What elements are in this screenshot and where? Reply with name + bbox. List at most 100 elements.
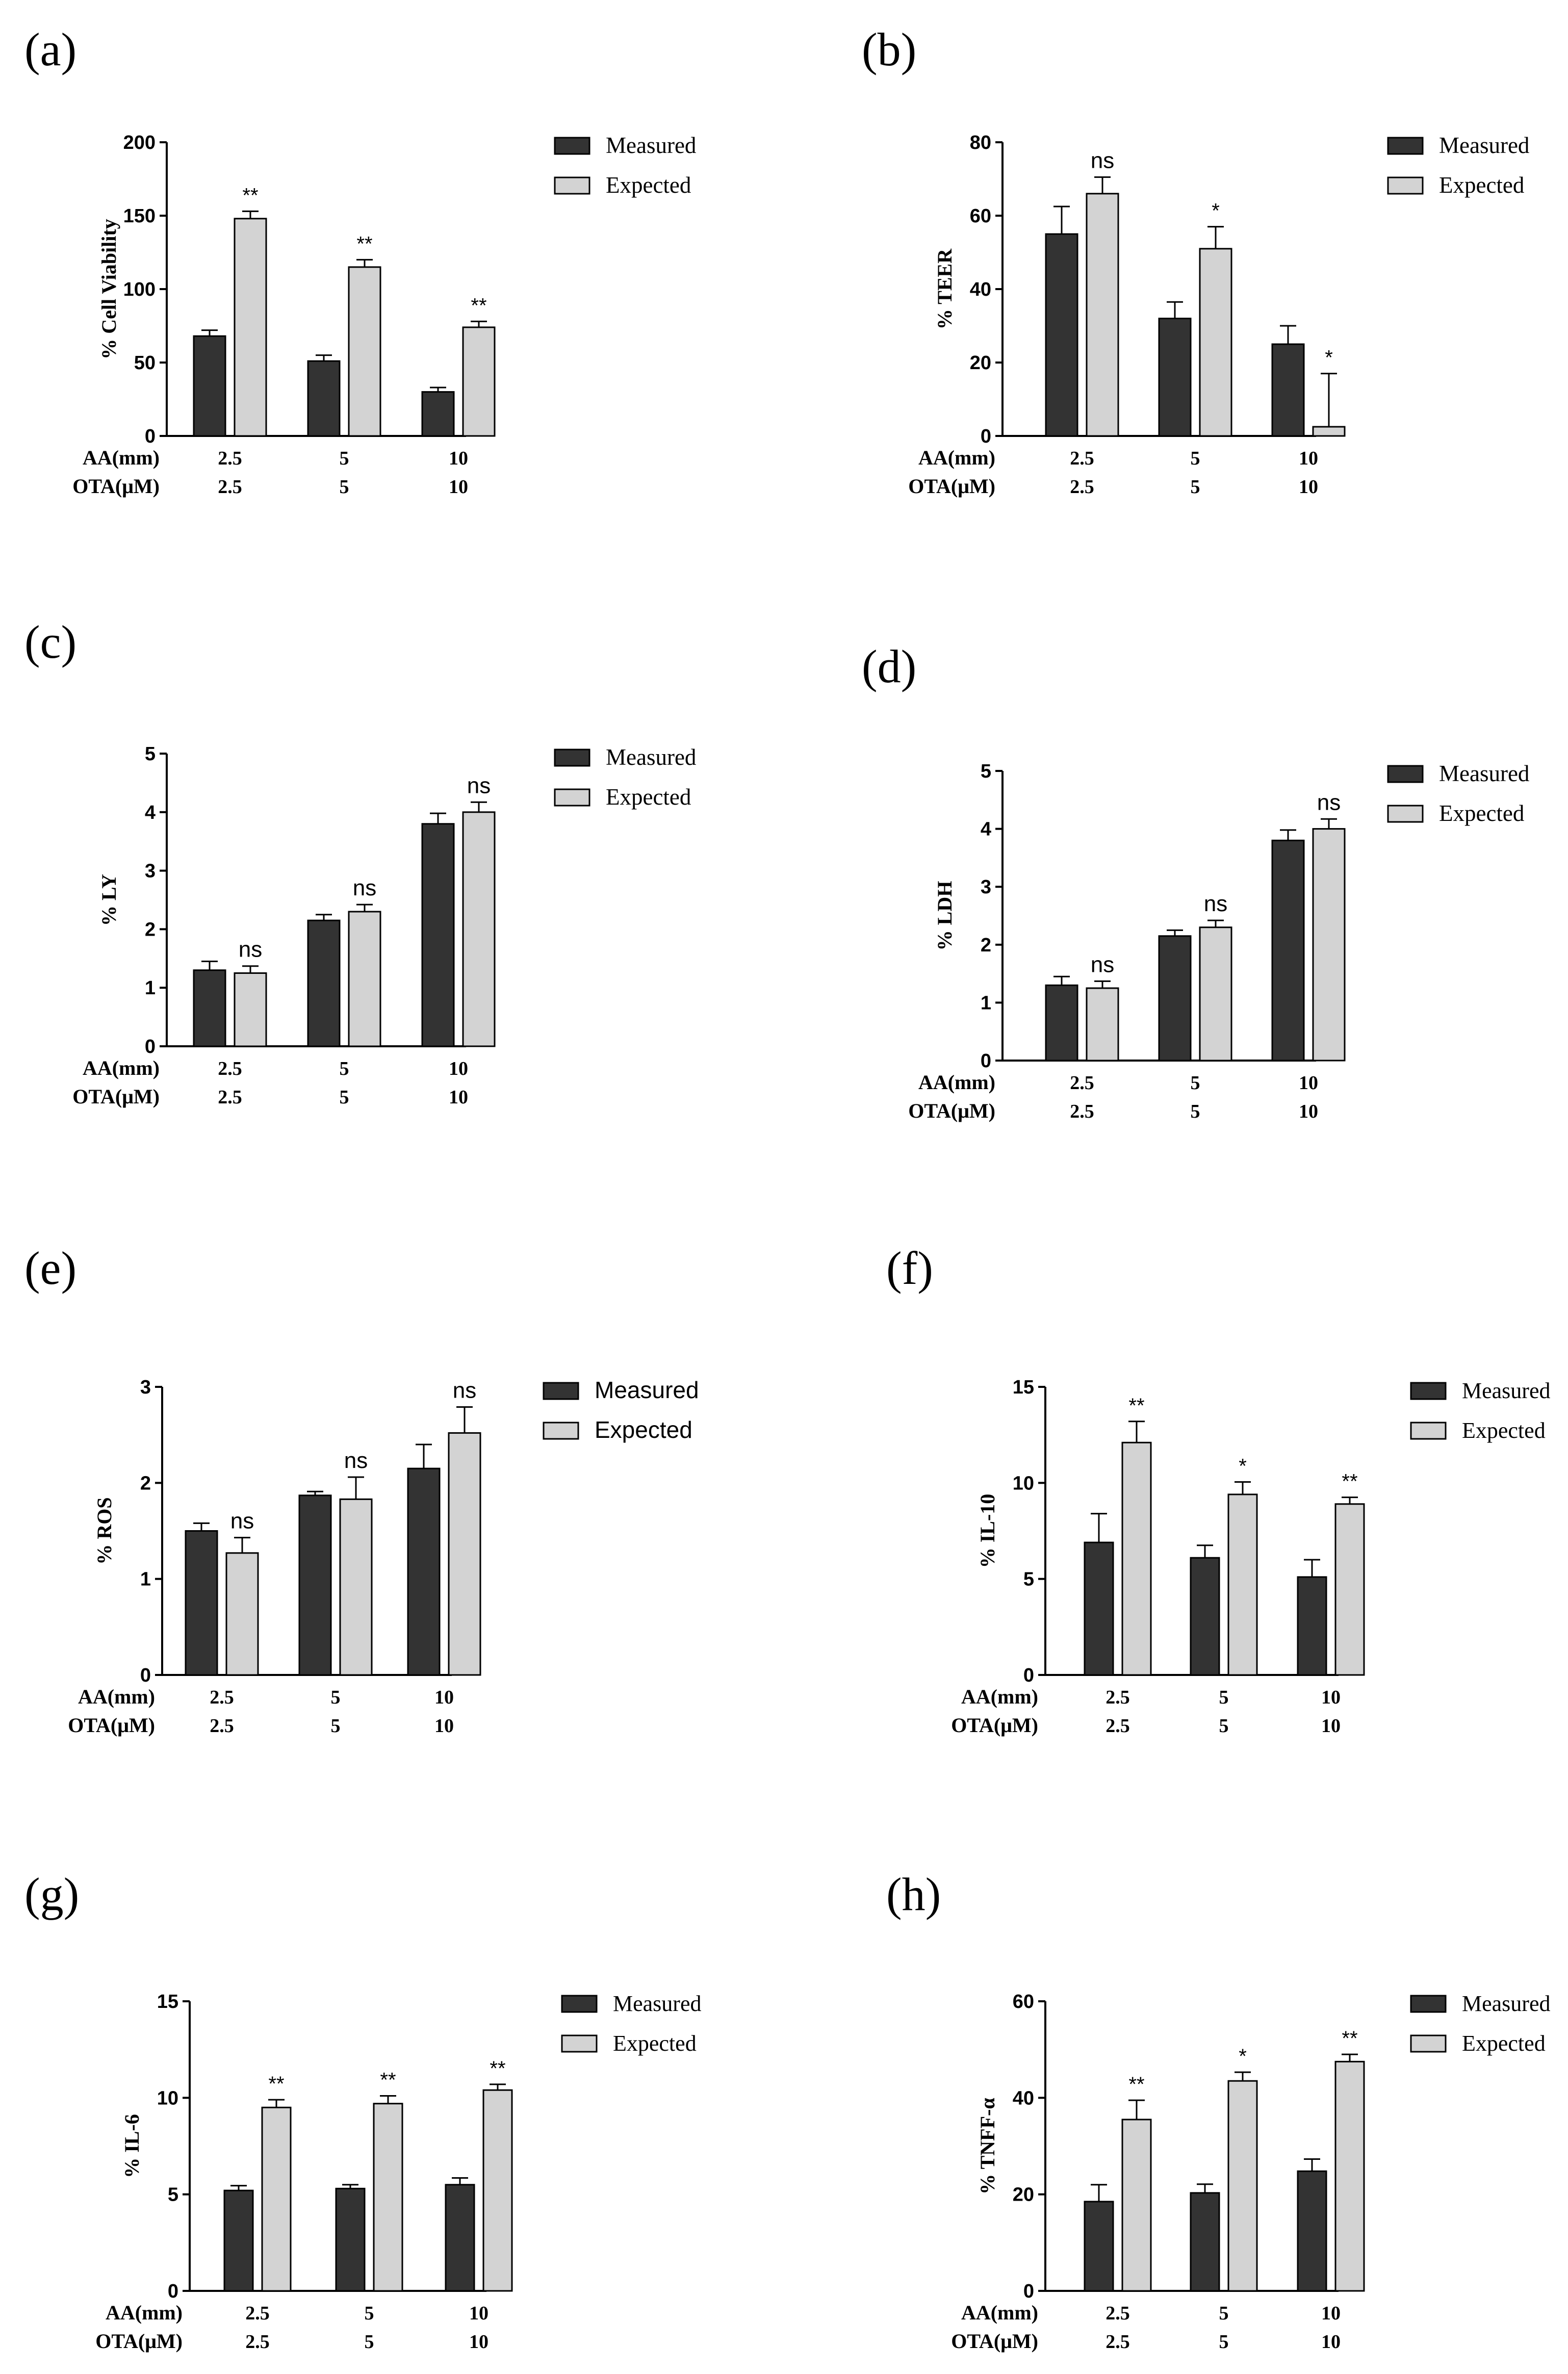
significance-label: ns: [1091, 148, 1114, 173]
x-tick-label: 10: [449, 1087, 468, 1108]
x-tick-label: 5: [340, 476, 349, 498]
x-row-label: AA(mm): [106, 2301, 183, 2324]
expected-legend-swatch: [554, 176, 590, 195]
expected-bar: [261, 2106, 292, 2292]
measured-bar: [1158, 935, 1192, 1062]
x-tick-label: 10: [469, 2331, 489, 2353]
measured-bar: [1190, 2192, 1220, 2292]
measured-bar: [298, 1494, 332, 1676]
measured-bar: [421, 823, 455, 1047]
significance-label: ns: [1317, 790, 1341, 815]
significance-label: ns: [1091, 952, 1114, 977]
expected-legend-swatch: [1387, 176, 1424, 195]
expected-bar: [1227, 1493, 1258, 1676]
x-tick-label: 2.5: [210, 1715, 234, 1737]
significance-label: **: [1128, 1395, 1144, 1417]
expected-legend-swatch: [561, 2034, 598, 2053]
x-tick-label: 5: [365, 2331, 374, 2353]
expected-bar: [1086, 987, 1119, 1062]
panel-label: (b): [862, 23, 916, 75]
x-tick-label: 10: [1321, 2303, 1341, 2324]
measured-legend-label: Measured: [595, 1377, 699, 1403]
x-tick-label: 10: [434, 1687, 454, 1708]
panel-label: (h): [886, 1868, 941, 1920]
x-tick-label: 10: [1299, 1101, 1318, 1122]
x-tick-label: 10: [449, 476, 468, 498]
significance-label: ns: [353, 875, 376, 900]
panel-g: (g) 0 5 10 15 % IL-6 ** ** ** AA(mm) 2.5 5 10 OTA(μM)…: [24, 1868, 702, 2353]
panel-label: (e): [24, 1242, 76, 1294]
expected-legend-label: Expected: [595, 1416, 692, 1443]
significance-label: *: [1212, 200, 1220, 222]
expected-bar: [234, 972, 267, 1047]
y-tick-label: 0: [981, 426, 991, 447]
significance-label: ns: [344, 1448, 368, 1473]
expected-bar: [462, 326, 496, 437]
significance-label: ns: [239, 937, 262, 962]
x-tick-label: 5: [1219, 1715, 1229, 1737]
x-tick-label: 5: [1219, 1687, 1229, 1708]
significance-label: **: [1342, 1470, 1357, 1493]
expected-bar: [1334, 2060, 1365, 2292]
panel-e: (e) 0 1 2 3 % ROS ns ns ns AA(mm) 2.5 5 10 OTA(μM) 2.5…: [24, 1242, 699, 1737]
x-tick-label: 2.5: [1106, 1715, 1130, 1737]
measured-legend-swatch: [1410, 1382, 1447, 1400]
measured-bar: [223, 2189, 254, 2292]
y-tick-label: 15: [157, 1991, 178, 2012]
measured-bar: [1297, 1576, 1327, 1676]
y-tick-label: 40: [1013, 2087, 1034, 2109]
y-axis-label: % TNFF-α: [976, 2098, 999, 2194]
measured-bar: [335, 2187, 366, 2292]
y-tick-label: 1: [981, 992, 991, 1014]
expected-bar: [1199, 248, 1232, 437]
y-tick-label: 60: [970, 205, 991, 227]
expected-legend-swatch: [1410, 1422, 1447, 1440]
y-axis-label: % TEER: [933, 248, 956, 329]
expected-bar: [462, 811, 496, 1047]
x-tick-label: 5: [331, 1687, 341, 1708]
measured-bar: [1045, 233, 1078, 437]
x-row-label: AA(mm): [918, 1071, 995, 1094]
panel-a: (a) 0 50 100 150 200 % Cell Viability ** ** ** AA(…: [24, 23, 696, 498]
x-tick-label: 2.5: [245, 2331, 270, 2353]
x-tick-label: 5: [1191, 476, 1200, 498]
measured-legend-swatch: [543, 1382, 579, 1400]
y-tick-label: 20: [1013, 2184, 1034, 2206]
x-tick-label: 2.5: [1070, 1072, 1094, 1094]
measured-legend-swatch: [1387, 137, 1424, 155]
panel-label: (g): [24, 1868, 79, 1920]
measured-legend-label: Measured: [1439, 133, 1529, 158]
measured-legend-swatch: [1387, 765, 1424, 783]
y-axis-label: % ROS: [93, 1497, 116, 1564]
y-tick-label: 80: [970, 132, 991, 153]
x-tick-label: 2.5: [1106, 1687, 1130, 1708]
measured-legend-label: Measured: [606, 133, 696, 158]
measured-bar: [193, 335, 226, 437]
measured-legend-label: Measured: [1462, 1991, 1551, 2016]
y-tick-label: 4: [981, 819, 991, 840]
significance-label: **: [1128, 2073, 1144, 2096]
expected-bar: [225, 1552, 259, 1676]
x-tick-label: 2.5: [210, 1687, 234, 1708]
x-row-label: AA(mm): [961, 2301, 1038, 2324]
y-axis-label: % IL-10: [976, 1494, 999, 1568]
expected-legend-label: Expected: [1439, 172, 1524, 198]
x-row-label: AA(mm): [961, 1685, 1038, 1708]
x-row-label: OTA(μM): [72, 1085, 160, 1108]
expected-legend-swatch: [1387, 805, 1424, 823]
significance-label: **: [380, 2069, 396, 2092]
x-tick-label: 2.5: [218, 1058, 242, 1079]
significance-label: ns: [1204, 891, 1227, 916]
measured-bar: [307, 919, 341, 1047]
x-tick-label: 5: [1191, 1101, 1200, 1122]
panel-d: (d) 0 1 2 3 4 5 % LDH ns ns ns AA(mm) 2.5 5 10 OTA(μM) 2…: [862, 640, 1529, 1122]
y-tick-label: 20: [970, 352, 991, 374]
x-tick-label: 5: [1191, 448, 1200, 469]
x-tick-label: 5: [331, 1715, 341, 1737]
y-axis-label: % IL-6: [120, 2114, 143, 2178]
measured-bar: [1084, 2201, 1114, 2292]
x-row-label: OTA(μM): [95, 2330, 183, 2353]
x-tick-label: 2.5: [1070, 1101, 1094, 1122]
measured-legend-label: Measured: [613, 1991, 702, 2016]
measured-legend-swatch: [554, 137, 590, 155]
